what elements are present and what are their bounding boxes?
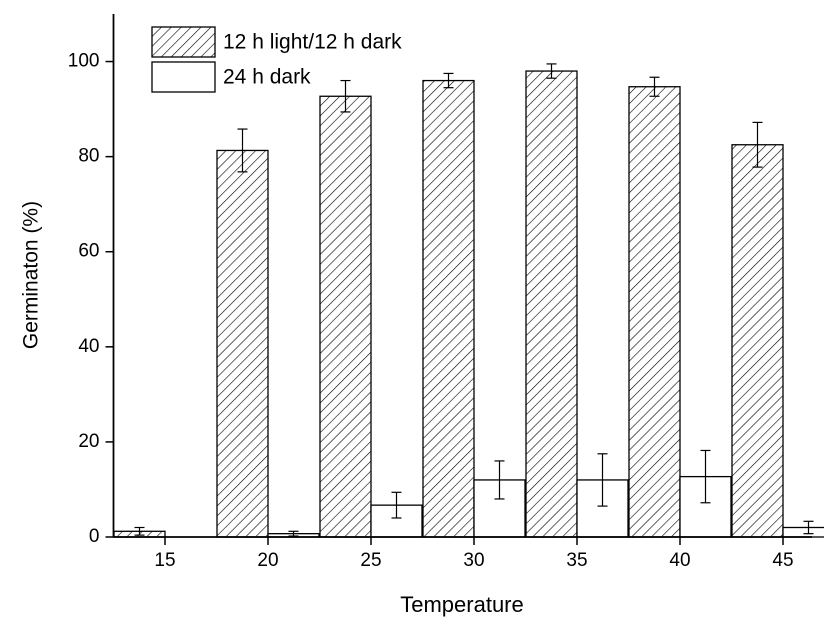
legend-label: 24 h dark <box>223 66 311 89</box>
y-tick-label: 60 <box>78 241 99 262</box>
error-bar <box>803 520 814 535</box>
error-bar <box>340 79 351 113</box>
error-bar <box>649 76 660 97</box>
x-tick-label: 20 <box>257 550 278 571</box>
error-bar <box>700 449 711 504</box>
x-tick-label: 35 <box>566 550 587 571</box>
error-bar <box>597 453 608 507</box>
x-axis-label: Temperature <box>400 592 524 617</box>
bar <box>731 144 784 538</box>
bar <box>628 86 681 538</box>
x-tick-label: 40 <box>669 550 690 571</box>
error-bar <box>391 491 402 519</box>
error-bar <box>546 63 557 79</box>
error-bar <box>443 72 454 89</box>
y-tick-label: 20 <box>78 431 99 452</box>
bar <box>216 149 269 538</box>
y-tick-label: 80 <box>78 146 99 167</box>
y-tick-label: 100 <box>68 51 100 72</box>
x-tick-label: 45 <box>772 550 793 571</box>
bar <box>319 95 372 538</box>
error-bar <box>237 128 248 173</box>
y-tick-label: 0 <box>89 526 100 547</box>
y-tick-label: 40 <box>78 336 99 357</box>
error-bar <box>134 526 145 536</box>
x-tick-label: 25 <box>360 550 381 571</box>
x-tick-label: 30 <box>463 550 484 571</box>
bar <box>525 70 578 538</box>
legend-swatch <box>151 61 216 93</box>
legend-swatch <box>151 26 216 58</box>
legend-label: 12 h light/12 h dark <box>223 31 402 54</box>
error-bar <box>288 530 299 537</box>
x-tick-label: 15 <box>154 550 175 571</box>
error-bar <box>494 460 505 500</box>
bar <box>422 79 475 538</box>
y-axis-label: Germinaton (%) <box>20 201 43 349</box>
bar <box>782 526 824 538</box>
error-bar <box>752 121 763 168</box>
